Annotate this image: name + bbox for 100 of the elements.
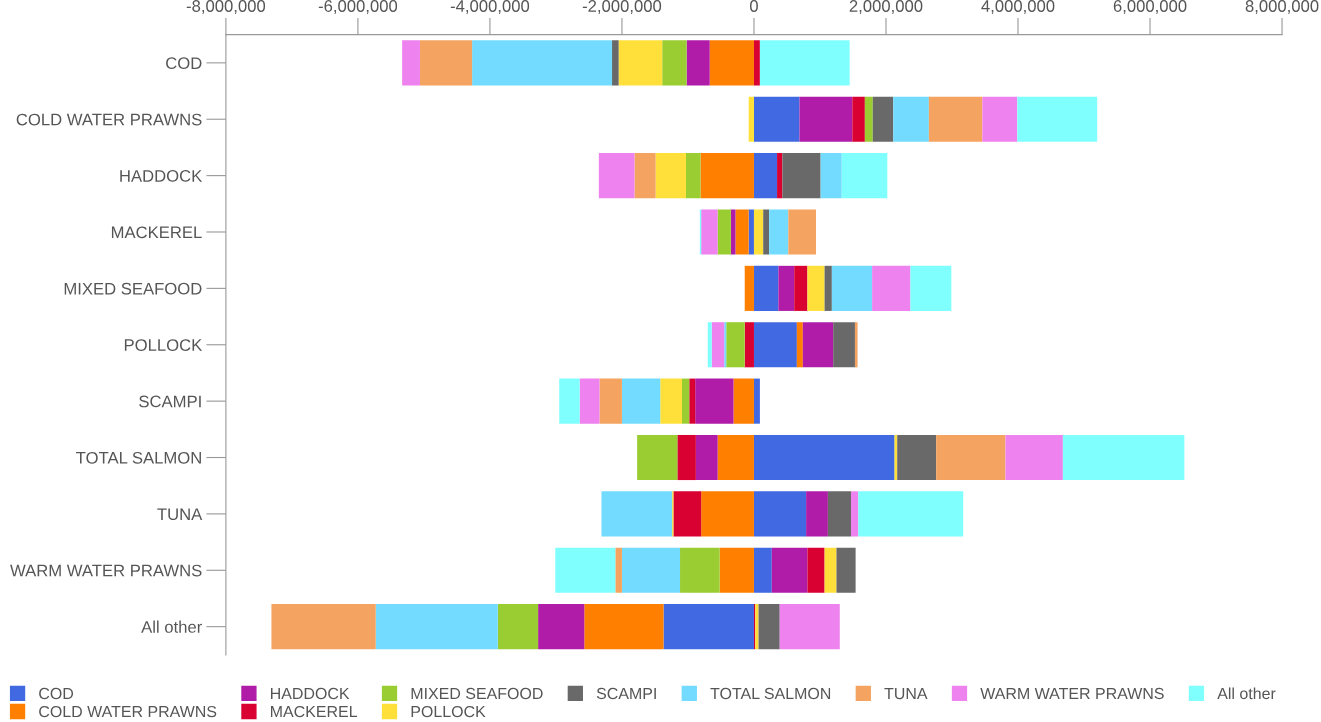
bar	[824, 265, 832, 311]
bar	[852, 96, 865, 142]
bar	[700, 153, 754, 199]
bar	[402, 40, 420, 86]
bar	[598, 153, 635, 199]
bar	[799, 96, 853, 142]
legend-label: WARM WATER PRAWNS	[980, 687, 1164, 700]
bar	[660, 378, 683, 424]
bar	[753, 209, 764, 255]
bar	[559, 378, 580, 424]
bar	[827, 491, 851, 537]
bar	[820, 153, 842, 199]
bar	[753, 547, 772, 593]
bar	[682, 378, 690, 424]
bar	[748, 96, 754, 142]
bar	[680, 547, 720, 593]
bar	[621, 378, 661, 424]
bar	[615, 547, 622, 593]
bar	[779, 604, 840, 650]
bar	[794, 265, 808, 311]
legend-label: COLD WATER PRAWNS	[39, 705, 217, 718]
bar	[1005, 434, 1063, 481]
bar	[717, 209, 731, 255]
bar	[673, 491, 702, 537]
bar	[744, 265, 754, 311]
bar	[897, 434, 937, 481]
bar	[802, 322, 834, 368]
bar	[864, 96, 873, 142]
legend-label: All other	[1217, 687, 1276, 700]
bar	[271, 604, 376, 650]
bar	[685, 153, 701, 199]
legend-label: TOTAL SALMON	[710, 687, 831, 700]
bar	[759, 40, 850, 86]
bar	[701, 491, 754, 537]
bar	[807, 547, 825, 593]
bar	[807, 265, 825, 311]
bar	[584, 604, 664, 650]
bar	[778, 265, 795, 311]
bar	[777, 153, 783, 199]
y-tick-label: HADDOCK	[120, 170, 203, 182]
bar	[753, 378, 760, 424]
x-tick-label: 0	[749, 0, 758, 12]
bar	[1017, 96, 1098, 142]
legend-label: SCAMPI	[596, 687, 656, 700]
bar	[686, 40, 710, 86]
y-tick-label: POLLOCK	[124, 339, 203, 351]
bar	[717, 434, 754, 481]
x-tick-label: 6,000,000	[1113, 0, 1187, 14]
bar	[753, 153, 778, 199]
legend-label: TUNA	[884, 688, 928, 700]
bar	[936, 434, 1006, 481]
bar	[733, 378, 754, 424]
bar	[701, 209, 718, 255]
bar	[854, 322, 858, 368]
bar	[637, 434, 678, 481]
bar	[1062, 434, 1185, 481]
bar	[753, 40, 760, 86]
bar	[735, 209, 749, 255]
bar	[858, 491, 964, 537]
x-tick-label: -8,000,000	[186, 0, 266, 14]
y-tick-label: TOTAL SALMON	[76, 451, 201, 464]
bar	[753, 322, 797, 368]
legend-label: MIXED SEAFOOD	[411, 687, 543, 700]
bar	[677, 434, 696, 481]
bar	[599, 378, 622, 424]
bar	[634, 153, 656, 199]
bar	[850, 491, 859, 537]
x-tick-label: 2,000,000	[849, 0, 923, 14]
bar	[695, 378, 734, 424]
bar	[753, 96, 800, 142]
bar	[796, 322, 803, 368]
bar	[769, 209, 789, 255]
x-tick-label: -4,000,000	[450, 0, 530, 14]
y-tick-label: COLD WATER PRAWNS	[16, 113, 202, 126]
bar	[695, 434, 718, 481]
bar	[982, 96, 1018, 142]
bar	[663, 604, 754, 650]
bar	[910, 265, 952, 311]
bar	[753, 265, 779, 311]
bar	[555, 547, 616, 593]
bar	[872, 96, 894, 142]
bar	[719, 547, 754, 593]
bar	[771, 547, 808, 593]
bar	[893, 96, 929, 142]
bar	[621, 547, 681, 593]
legend-label: HADDOCK	[271, 687, 350, 700]
bar	[788, 209, 817, 255]
y-tick-label: WARM WATER PRAWNS	[10, 564, 202, 577]
bar	[709, 40, 754, 86]
y-tick-label: TUNA	[157, 508, 203, 521]
bar	[833, 322, 855, 368]
bar	[726, 322, 745, 368]
y-tick-label: All other	[141, 620, 203, 633]
bar	[748, 209, 754, 255]
y-tick-label: MACKEREL	[111, 226, 202, 239]
bar	[872, 265, 911, 311]
bar	[711, 322, 725, 368]
bar	[831, 265, 873, 311]
bar	[763, 209, 770, 255]
bar	[618, 40, 663, 86]
